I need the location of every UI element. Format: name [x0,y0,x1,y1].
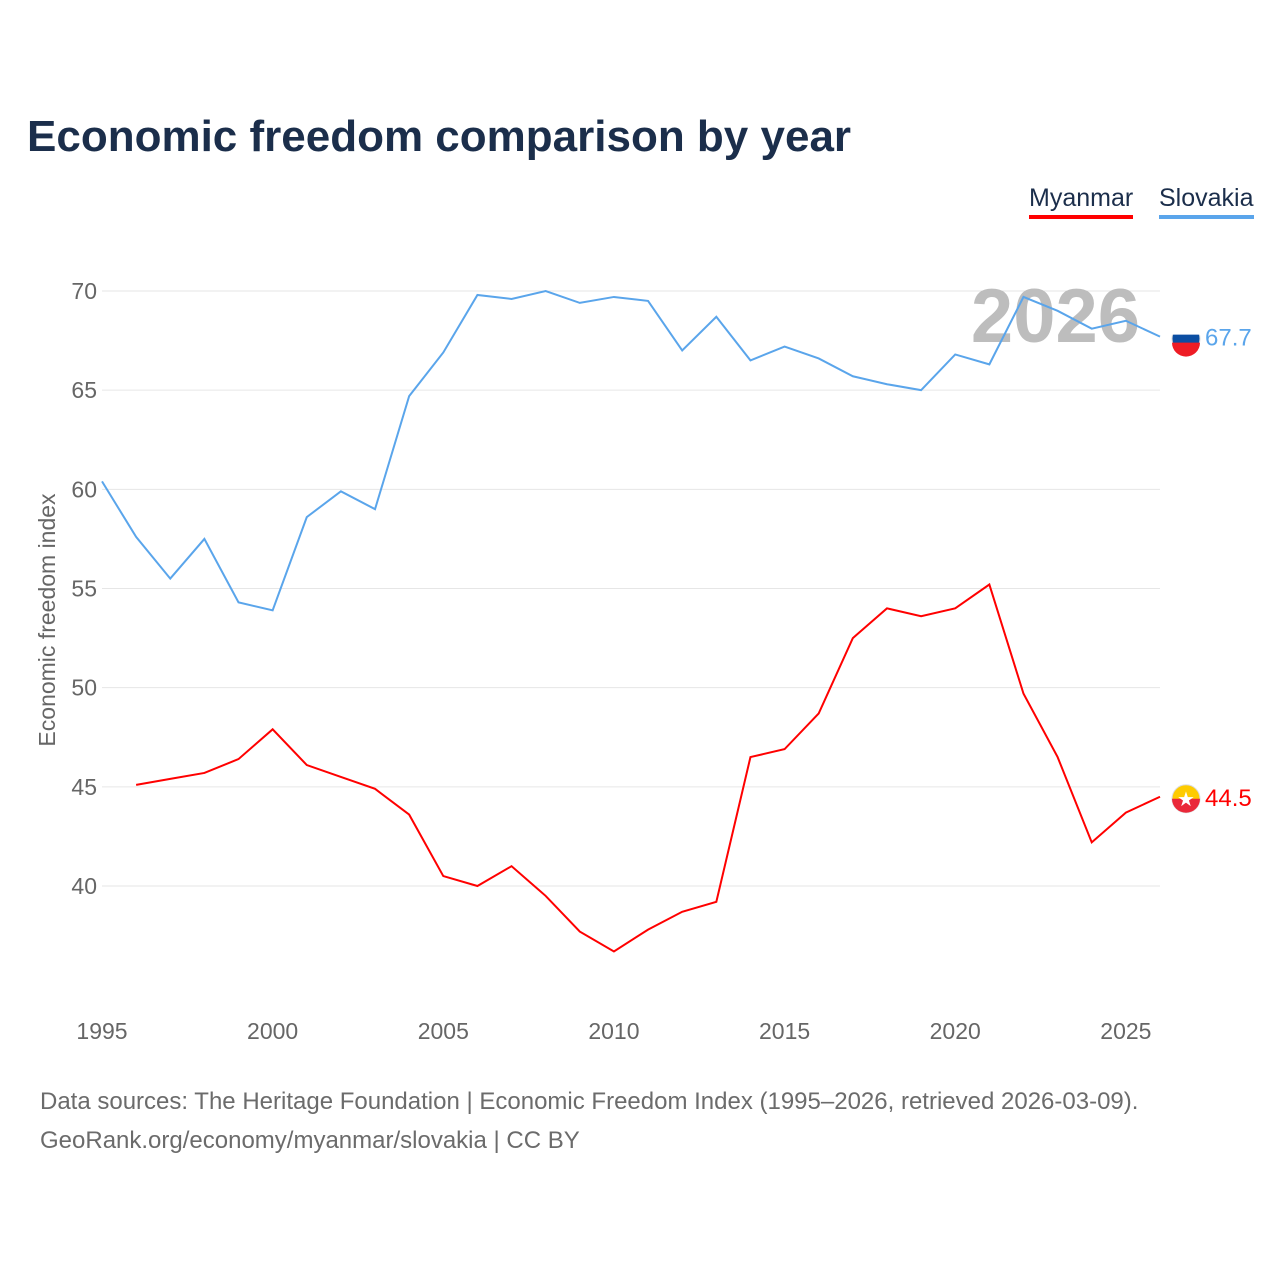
series-line-slovakia[interactable] [101,289,1161,612]
y-axis-label: Economic freedom index [34,493,60,747]
end-value-label-slovakia: 67.7 [1205,325,1252,352]
legend-slovakia[interactable]: Slovakia [1159,184,1254,219]
flag-stripe [1172,320,1200,335]
legend-myanmar[interactable]: Myanmar [1029,184,1134,219]
flag-stripe [1172,342,1200,357]
y-tick-label: 45 [71,774,97,800]
source-text: Data sources: The Heritage Foundation | … [40,1088,1139,1115]
y-tick-label: 70 [71,278,97,304]
x-tick-label: 2010 [588,1018,639,1044]
x-tick-label: 2025 [1100,1018,1151,1044]
flag-star-icon: ★ [1177,789,1195,811]
y-tick-label: 65 [71,377,97,403]
y-tick-label: 55 [71,576,97,602]
y-tick-label: 50 [71,675,97,701]
flag-stripe [1172,798,1200,813]
x-tick-label: 2015 [759,1018,810,1044]
source-url[interactable]: GeoRank.org/economy/myanmar/slovakia | C… [40,1127,580,1154]
x-tick-label: 2005 [418,1018,469,1044]
chart-title: Economic freedom comparison by year [27,112,852,161]
x-tick-label: 2000 [247,1018,298,1044]
end-value-label-myanmar: 44.5 [1205,785,1252,812]
year-watermark: 2026 [971,274,1140,359]
y-tick-label: 40 [71,873,97,899]
x-tick-label: 2020 [930,1018,981,1044]
y-tick-label: 60 [71,476,97,502]
series-line-myanmar[interactable] [135,582,1161,953]
x-tick-label: 1995 [76,1018,127,1044]
